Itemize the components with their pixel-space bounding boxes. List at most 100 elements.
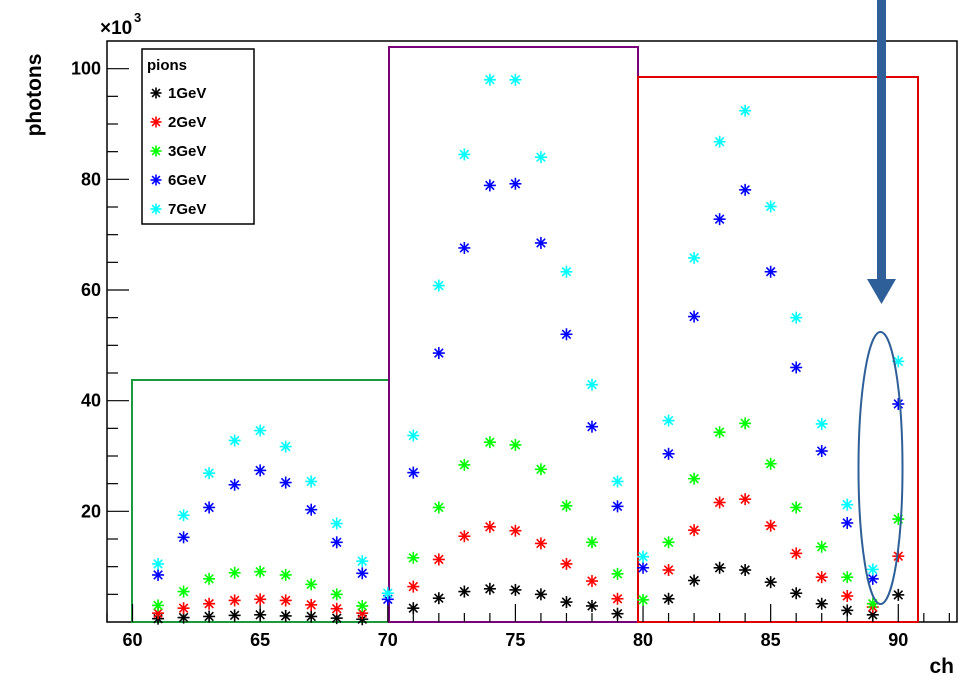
x-tick-label: 85 (761, 630, 781, 650)
data-point (841, 516, 854, 529)
data-point (790, 311, 803, 324)
data-point (203, 597, 216, 610)
data-point (432, 592, 445, 605)
data-point (713, 135, 726, 148)
data-point (713, 213, 726, 226)
data-point (152, 557, 165, 570)
data-point (713, 426, 726, 439)
data-point (152, 568, 165, 581)
legend: pions 1GeV 2GeV 3GeV 6GeV 7GeV (141, 48, 255, 225)
legend-items: 1GeV 2GeV 3GeV 6GeV 7GeV (150, 85, 206, 218)
legend-marker (150, 145, 162, 157)
data-point (279, 568, 292, 581)
x-tick-label: 65 (250, 630, 270, 650)
data-point (534, 588, 547, 601)
data-point (764, 576, 777, 589)
data-point (892, 513, 905, 526)
data-point (509, 73, 522, 86)
data-point (203, 467, 216, 480)
arrow-shaft (877, 0, 886, 282)
data-point (815, 571, 828, 584)
data-point (407, 551, 420, 564)
data-point (330, 588, 343, 601)
y-tick-label: 80 (81, 169, 101, 189)
data-point (637, 593, 650, 606)
data-point (534, 463, 547, 476)
data-point (432, 347, 445, 360)
data-points (152, 73, 905, 626)
data-point (662, 592, 675, 605)
legend-label: 2GeV (168, 114, 206, 131)
data-point (330, 612, 343, 625)
data-point (560, 265, 573, 278)
x-tick-label: 75 (505, 630, 525, 650)
annotation-arrow (867, 0, 896, 304)
group-box-green (131, 379, 390, 623)
data-point (560, 557, 573, 570)
data-point (254, 565, 267, 578)
data-point (688, 524, 701, 537)
data-point (866, 597, 879, 610)
data-point (662, 536, 675, 549)
data-point (611, 592, 624, 605)
y-multiplier-exponent: 3 (134, 10, 141, 25)
data-point (203, 501, 216, 514)
data-point (841, 589, 854, 602)
data-point (662, 414, 675, 427)
data-point (509, 438, 522, 451)
data-point (509, 524, 522, 537)
data-point (611, 607, 624, 620)
x-tick-label: 80 (633, 630, 653, 650)
data-point (279, 594, 292, 607)
data-point (458, 148, 471, 161)
data-point (866, 563, 879, 576)
data-point (177, 585, 190, 598)
data-point (356, 599, 369, 612)
data-point (509, 177, 522, 190)
y-tick-label: 100 (71, 59, 101, 79)
data-point (356, 555, 369, 568)
data-point (432, 279, 445, 292)
data-point (585, 420, 598, 433)
data-point (483, 179, 496, 192)
data-point (177, 509, 190, 522)
data-point (534, 151, 547, 164)
data-point (228, 478, 241, 491)
data-point (254, 424, 267, 437)
data-point (841, 571, 854, 584)
legend-label: 3GeV (168, 143, 206, 160)
data-point (560, 328, 573, 341)
data-point (739, 183, 752, 196)
data-point (483, 73, 496, 86)
data-point (739, 493, 752, 506)
data-point (866, 608, 879, 621)
data-point (713, 561, 726, 574)
data-point (662, 563, 675, 576)
data-point (534, 236, 547, 249)
data-point (790, 547, 803, 560)
data-point (228, 609, 241, 622)
data-point (764, 265, 777, 278)
data-point (739, 417, 752, 430)
data-point (407, 602, 420, 615)
data-point (637, 561, 650, 574)
x-tick-label: 90 (888, 630, 908, 650)
y-tick-label: 60 (81, 280, 101, 300)
data-point (177, 611, 190, 624)
data-point (254, 464, 267, 477)
data-point (458, 241, 471, 254)
data-point (611, 475, 624, 488)
data-point (790, 587, 803, 600)
annotation-ellipse (857, 331, 904, 605)
data-point (330, 536, 343, 549)
data-point (764, 457, 777, 470)
data-point (815, 597, 828, 610)
data-point (305, 503, 318, 516)
data-point (790, 361, 803, 374)
data-point (764, 200, 777, 213)
data-point (381, 587, 394, 600)
axes: 60 65 70 75 80 85 90 20 40 60 80 100 (71, 59, 950, 650)
group-box-purple (388, 46, 639, 623)
legend-marker (150, 174, 162, 186)
